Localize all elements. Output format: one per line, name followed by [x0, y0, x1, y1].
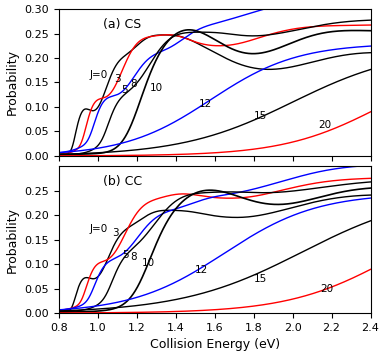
Text: 5: 5 [121, 85, 128, 95]
Text: 15: 15 [254, 274, 267, 284]
Text: 20: 20 [318, 120, 331, 130]
Text: (a) CS: (a) CS [103, 18, 141, 31]
Text: 12: 12 [199, 99, 212, 109]
Text: 3: 3 [114, 75, 121, 84]
Text: 3: 3 [112, 228, 119, 238]
Text: 10: 10 [149, 83, 163, 93]
Text: 15: 15 [254, 111, 267, 121]
Y-axis label: Probability: Probability [6, 207, 19, 273]
Text: 10: 10 [142, 258, 155, 268]
Text: 8: 8 [130, 79, 136, 89]
Text: 8: 8 [130, 252, 136, 262]
Text: 5: 5 [122, 250, 129, 260]
Text: J=0: J=0 [90, 70, 108, 80]
Text: (b) CC: (b) CC [103, 175, 142, 188]
Text: 20: 20 [320, 283, 333, 294]
Text: 12: 12 [195, 265, 209, 275]
Y-axis label: Probability: Probability [6, 50, 19, 115]
X-axis label: Collision Energy (eV): Collision Energy (eV) [150, 338, 280, 352]
Text: J=0: J=0 [90, 224, 108, 234]
